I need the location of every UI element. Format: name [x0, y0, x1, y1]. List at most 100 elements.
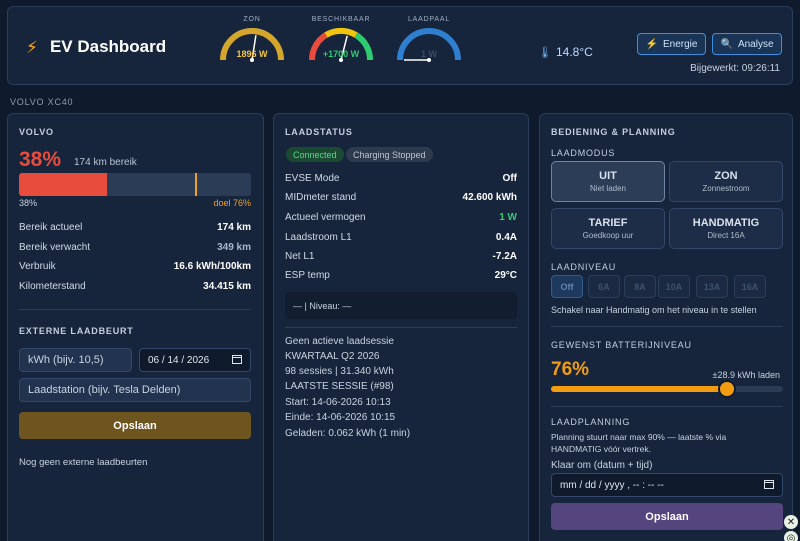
thermometer-icon: 🌡 [538, 46, 552, 59]
session-line: Start: 14-06-2026 10:13 [285, 397, 391, 408]
last-updated: Bijgewerkt: 09:26:11 [690, 63, 780, 74]
gauge-available: BESCHIKBAAR +1700 W [306, 16, 376, 62]
station-input[interactable]: Laadstation (bijv. Tesla Delden) [19, 378, 251, 402]
gauge-needle [251, 35, 257, 61]
divider [551, 406, 783, 407]
status-title: LAADSTATUS [285, 127, 353, 137]
gauge-available-value: +1700 W [322, 49, 360, 59]
range-text: 174 km bereik [74, 157, 137, 168]
volvo-panel: VOLVO 38% 174 km bereik 38% doel 76% Ber… [7, 113, 264, 541]
temperature-value: 14.8°C [555, 45, 593, 59]
soc-target-marker [195, 173, 198, 196]
close-circle-icon[interactable]: ✕ [784, 515, 798, 529]
planning-title: LAADPLANNING [551, 417, 631, 427]
gauge-charger: LAADPAAL 1 W [394, 16, 464, 62]
gauge-charger-value: 1 W [420, 49, 437, 59]
energy-button-label: Energie [662, 38, 698, 50]
status-row: Laadstroom L1 0.4A [285, 232, 517, 243]
external-title: EXTERNE LAADBEURT [19, 326, 134, 336]
planning-note-2: HANDMATIG vóór vertrek. [551, 444, 651, 454]
niveau-box: — | Niveau: — [285, 292, 517, 319]
calendar-icon[interactable] [764, 479, 774, 492]
status-row: ESP temp 29°C [285, 270, 517, 281]
info-row: Bereik verwacht 349 km [19, 242, 251, 253]
info-row: Kilometerstand 34.415 km [19, 281, 251, 292]
session-line: Geen actieve laadsessie [285, 336, 394, 347]
status-row: Actueel vermogen 1 W [285, 212, 517, 223]
target-text: doel 76% [213, 198, 251, 208]
level-8a-button[interactable]: 8A [624, 275, 656, 298]
soc-value: 38% [19, 148, 62, 171]
session-line: 98 sessies | 31.340 kWh [285, 366, 394, 377]
planning-save-button[interactable]: Opslaan [551, 503, 783, 530]
level-title: LAADNIVEAU [551, 262, 617, 272]
level-hint: Schakel naar Handmatig om het niveau in … [551, 305, 757, 315]
analysis-button-label: Analyse [737, 38, 774, 50]
volvo-title: VOLVO [19, 127, 54, 137]
ready-label: Klaar om (datum + tijd) [551, 460, 653, 471]
status-badge-connected: Connected [286, 147, 344, 162]
mode-sun-button[interactable]: ZON Zonnestroom [669, 161, 783, 202]
session-line: Geladen: 0.062 kWh (1 min) [285, 428, 411, 439]
dashboard-header: ⚡ EV Dashboard ZON 1896 W BESCHIKBAAR +1… [7, 6, 793, 85]
battery-extra: ±28.9 kWh laden [712, 370, 780, 380]
divider [551, 326, 783, 327]
gauge-sun: ZON 1896 W [217, 16, 287, 62]
gauge-sun-value: 1896 W [236, 49, 268, 59]
gauge-available-dial [308, 27, 374, 62]
external-save-button[interactable]: Opslaan [19, 412, 251, 439]
status-row: Net L1 -7.2A [285, 251, 517, 262]
bolt-icon: ⚡ [645, 38, 658, 50]
level-13a-button[interactable]: 13A [696, 275, 728, 298]
divider [285, 327, 517, 328]
mode-title: LAADMODUS [551, 148, 616, 158]
gauge-label: ZON [243, 16, 261, 23]
gauge-label: LAADPAAL [407, 16, 451, 23]
calendar-icon[interactable] [232, 354, 242, 367]
level-6a-button[interactable]: 6A [588, 275, 620, 298]
level-off-button[interactable]: Off [551, 275, 583, 298]
date-input[interactable]: 06 / 14 / 2026 [139, 348, 251, 372]
soc-bar [19, 173, 251, 196]
gauge-needle [340, 35, 348, 61]
analysis-button[interactable]: 🔍 Analyse [712, 33, 782, 55]
session-line: KWARTAAL Q2 2026 [285, 351, 380, 362]
settings-circle-icon[interactable]: ◎ [784, 531, 798, 541]
soc-small: 38% [19, 198, 38, 208]
search-icon: 🔍 [720, 38, 733, 50]
battery-slider-fill [551, 386, 728, 392]
divider [19, 309, 251, 310]
gauge-sun-dial [220, 28, 284, 62]
energy-button[interactable]: ⚡ Energie [637, 33, 706, 55]
mode-manual-button[interactable]: HANDMATIG Direct 16A [669, 208, 783, 249]
gauge-label: BESCHIKBAAR [311, 16, 371, 23]
mode-tariff-button[interactable]: TARIEF Goedkoop uur [551, 208, 665, 249]
control-title: BEDIENING & PLANNING [551, 127, 676, 137]
battery-slider-thumb[interactable] [718, 380, 737, 398]
info-row: Verbruik 16.6 kWh/100km [19, 261, 251, 272]
level-10a-button[interactable]: 10A [658, 275, 690, 298]
app-logo: ⚡ EV Dashboard [26, 37, 166, 57]
bolt-icon: ⚡ [26, 37, 38, 57]
planning-note-1: Planning stuurt naar max 90% — laatste %… [551, 432, 727, 442]
temperature: 🌡 14.8°C [538, 45, 593, 59]
app-title: EV Dashboard [49, 37, 167, 56]
car-label: VOLVO XC40 [10, 97, 74, 107]
gauge-charger-dial [397, 28, 461, 62]
floating-tools: ✕ ◎ [784, 515, 800, 541]
battery-value: 76% [551, 359, 590, 380]
status-row: EVSE Mode Off [285, 173, 517, 184]
status-badge-state: Charging Stopped [346, 147, 433, 162]
status-row: MIDmeter stand 42.600 kWh [285, 192, 517, 203]
session-line: Einde: 14-06-2026 10:15 [285, 412, 396, 423]
info-row: Bereik actueel 174 km [19, 222, 251, 233]
kwh-input[interactable]: kWh (bijv. 10,5) [19, 348, 132, 372]
ready-datetime-input[interactable]: mm / dd / yyyy , -- : -- -- [551, 473, 783, 497]
mode-off-button[interactable]: UIT Niet laden [551, 161, 665, 202]
level-16a-button[interactable]: 16A [734, 275, 766, 298]
battery-title: GEWENST BATTERIJNIVEAU [551, 340, 692, 350]
external-empty-text: Nog geen externe laadbeurten [19, 457, 148, 468]
battery-slider[interactable] [551, 380, 783, 398]
control-panel: BEDIENING & PLANNING LAADMODUS UIT Niet … [539, 113, 793, 541]
session-line: LAATSTE SESSIE (#98) [285, 381, 394, 392]
